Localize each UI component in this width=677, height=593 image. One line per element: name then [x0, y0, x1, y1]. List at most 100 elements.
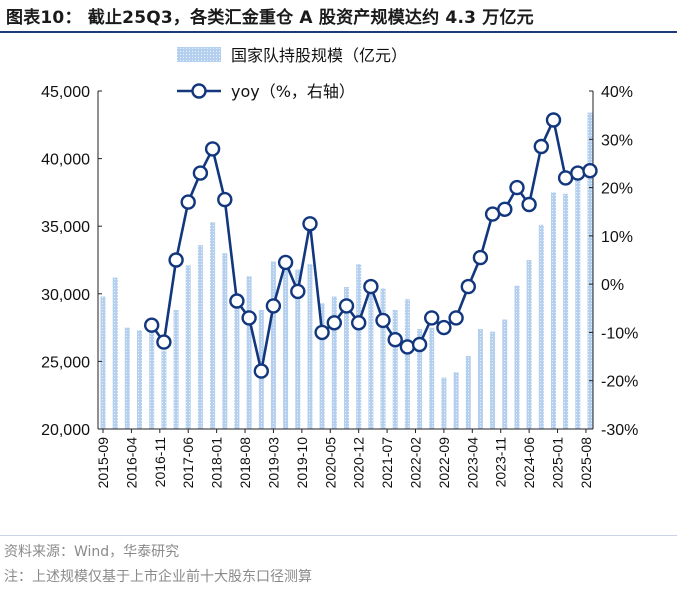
x-tick-label: 2023-11 [493, 437, 509, 488]
yoy-point [265, 298, 282, 314]
yoy-point [277, 254, 294, 271]
yoy-point [253, 363, 269, 379]
right-tick-label: 30% [601, 132, 633, 149]
right-tick-label: -10% [601, 325, 638, 342]
bar [563, 193, 569, 429]
yoy-point [387, 332, 403, 348]
bar [441, 377, 447, 429]
x-tick-label: 2018-08 [237, 437, 253, 489]
bar [197, 245, 203, 429]
x-tick-label: 2019-03 [265, 437, 281, 489]
bar [185, 265, 191, 429]
yoy-point [338, 298, 355, 314]
right-tick-label: -30% [601, 422, 638, 439]
yoy-point [411, 336, 428, 353]
x-tick-label: 2016-11 [152, 437, 168, 488]
bar [538, 224, 544, 429]
bar [210, 222, 216, 429]
bar [344, 287, 349, 429]
x-tick-label: 2021-07 [379, 437, 395, 489]
yoy-point [448, 310, 464, 326]
bar-series [100, 112, 593, 429]
yoy-point [497, 201, 513, 218]
legend-bar-swatch [177, 47, 221, 62]
yoy-point [143, 317, 160, 333]
bar [161, 350, 167, 429]
yoy-point [570, 165, 586, 181]
yoy-point [180, 194, 196, 210]
bar [404, 299, 410, 429]
x-tick-label: 2020-12 [351, 437, 367, 489]
yoy-point [521, 196, 537, 213]
yoy-point [241, 310, 257, 326]
x-tick-label: 2025-08 [578, 437, 594, 489]
bar [331, 296, 337, 429]
bar [283, 269, 289, 429]
yoy-point [509, 179, 525, 196]
bar [502, 319, 508, 429]
yoy-point [460, 278, 476, 295]
legend-line-marker [191, 83, 207, 99]
left-tick-label: 45,000 [41, 84, 90, 101]
yoy-point [424, 310, 440, 326]
footnote: 注：上述规模仅基于上市企业前十大股东口径测算 [4, 569, 312, 585]
left-tick-label: 25,000 [41, 354, 90, 371]
bar [380, 288, 386, 429]
bar [514, 285, 520, 429]
x-tick-label: 2025-01 [550, 437, 566, 489]
bar [100, 296, 106, 429]
yoy-point [156, 334, 172, 350]
bar [270, 261, 276, 429]
x-tick-label: 2022-02 [407, 437, 423, 489]
left-tick-label: 35,000 [41, 219, 90, 236]
chart: 20,000 25,000 30,000 35,000 40,000 45,000 -30%… [41, 46, 638, 488]
bar [526, 260, 532, 429]
yoy-point [217, 191, 233, 208]
yoy-point [533, 138, 549, 155]
yoy-point [326, 315, 342, 331]
x-tick-label: 2018-01 [209, 437, 225, 489]
bar [319, 303, 325, 429]
bar [222, 253, 228, 429]
x-tick-label: 2020-05 [322, 437, 338, 489]
x-tick-label: 2017-06 [180, 437, 196, 489]
yoy-line-series [143, 112, 598, 379]
x-tick-label: 2024-06 [521, 437, 537, 489]
yoy-point [363, 278, 379, 295]
bar [551, 192, 556, 429]
bar [392, 310, 398, 429]
bar [575, 178, 581, 429]
legend-bar-label: 国家队持股规模（亿元） [231, 46, 407, 65]
yoy-point [302, 216, 318, 232]
bar [490, 331, 496, 429]
source-note: 资料来源：Wind，华泰研究 [4, 544, 180, 560]
yoy-point [290, 283, 306, 300]
yoy-point [582, 162, 598, 179]
bar [124, 327, 130, 429]
title-divider [0, 31, 677, 33]
chart-title: 图表10： 截止25Q3，各类汇金重仓 A 股资产规模达约 4.3 万亿元 [6, 8, 534, 28]
bar [149, 330, 155, 429]
bar [587, 112, 593, 429]
x-tick-label: 2019-10 [294, 437, 310, 489]
bar [307, 264, 313, 429]
right-tick-label: 20% [601, 181, 633, 198]
axes: 20,000 25,000 30,000 35,000 40,000 45,000 -30%… [41, 84, 638, 488]
left-tick-label: 40,000 [41, 152, 90, 169]
yoy-point [314, 324, 330, 341]
bar [137, 330, 142, 429]
right-tick-label: 40% [601, 84, 633, 101]
bar [465, 356, 471, 429]
left-tick-label: 30,000 [41, 287, 90, 304]
legend: 国家队持股规模（亿元） yoy（%，右轴） [177, 46, 407, 101]
yoy-point [351, 315, 367, 331]
yoy-point [472, 249, 489, 266]
yoy-point [168, 252, 184, 268]
x-tick-label: 2016-04 [123, 437, 139, 489]
x-tick-label: 2022-09 [436, 437, 452, 489]
right-tick-label: -20% [601, 374, 638, 391]
yoy-point [229, 293, 245, 309]
yoy-point [375, 312, 391, 329]
x-tick-label: 2023-04 [464, 437, 480, 489]
yoy-point [545, 112, 562, 128]
